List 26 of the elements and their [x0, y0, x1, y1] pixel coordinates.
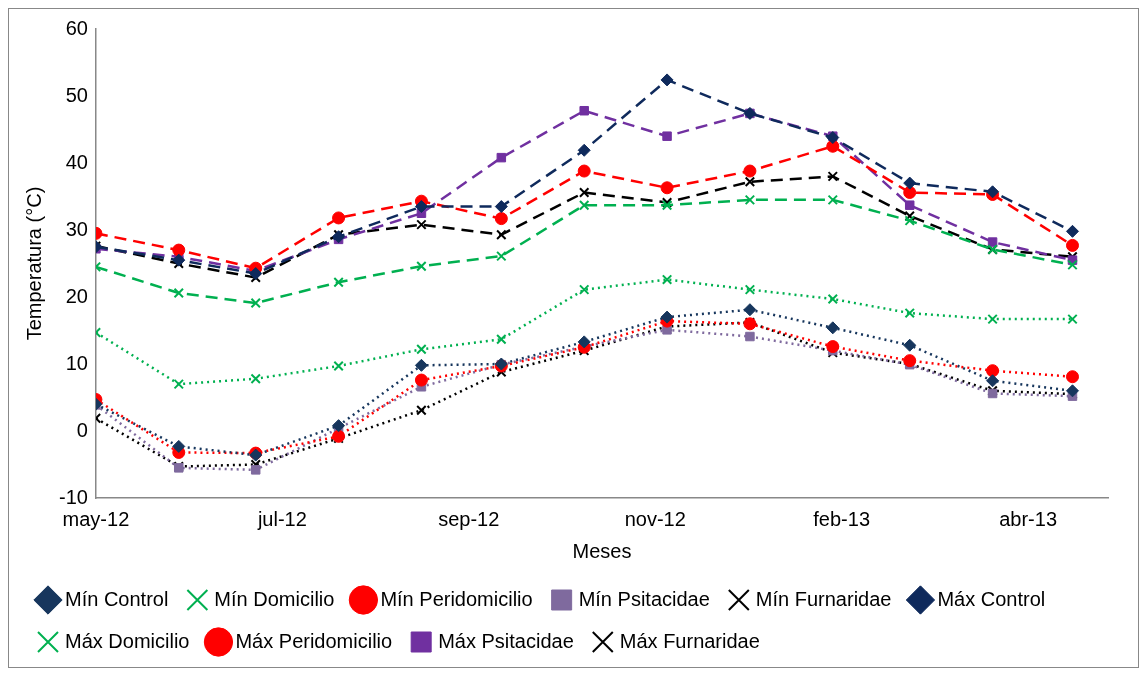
y-axis-title: Temperatura (°C)	[22, 186, 45, 341]
x-tick-label: may-12	[62, 507, 130, 530]
y-tick-label: 50	[65, 83, 88, 106]
legend-label: Mín Psitacidae	[578, 587, 710, 610]
legend-label: Mín Control	[65, 587, 169, 610]
x-tick-label: feb-13	[813, 507, 871, 530]
x-tick-label: nov-12	[624, 507, 686, 530]
legend-label: Mín Peridomicilio	[380, 587, 533, 610]
legend-label: Máx Furnaridae	[619, 629, 760, 652]
y-tick-label: 40	[65, 150, 88, 173]
y-tick-label: 0	[76, 418, 88, 441]
legend-label: Mín Furnaridae	[755, 587, 892, 610]
y-tick-label: 30	[65, 217, 88, 240]
y-tick-label: 20	[65, 284, 88, 307]
x-axis-title: Meses	[572, 539, 632, 562]
legend-label: Mín Domicilio	[214, 587, 335, 610]
legend-label: Máx Domicilio	[65, 629, 190, 652]
legend-label: Máx Control	[937, 587, 1046, 610]
y-tick-label: 60	[65, 16, 88, 39]
x-tick-label: abr-13	[999, 507, 1057, 530]
y-tick-label: 10	[65, 351, 88, 374]
legend-label: Máx Psitacidae	[438, 629, 574, 652]
x-tick-label: sep-12	[438, 507, 500, 530]
y-tick-label: -10	[59, 485, 88, 508]
legend-label: Máx Peridomicilio	[235, 629, 393, 652]
x-tick-label: jul-12	[256, 507, 307, 530]
